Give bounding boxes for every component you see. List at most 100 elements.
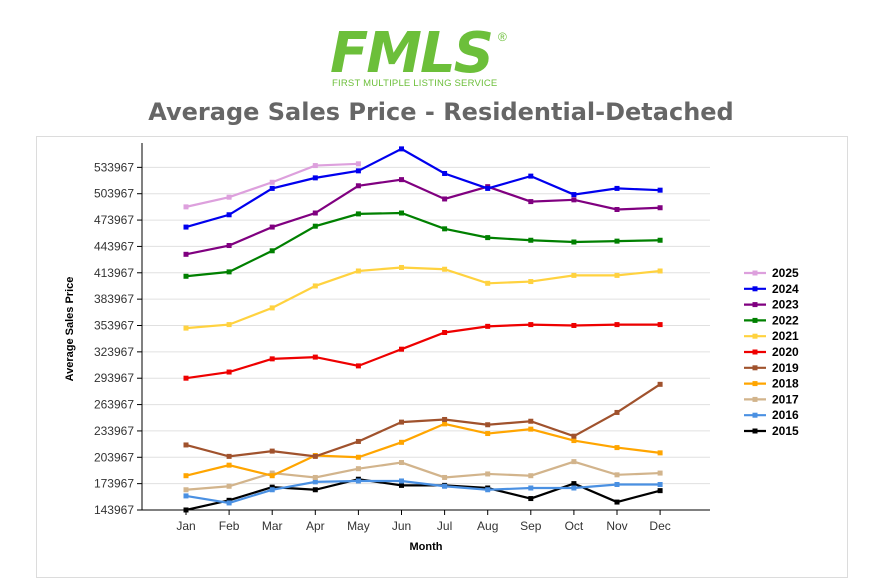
legend-label-2017: 2017 — [772, 392, 799, 406]
y-tick-label: 143967 — [94, 503, 134, 517]
legend-marker-2018 — [752, 381, 758, 387]
data-point-2017 — [183, 487, 189, 493]
data-point-2024 — [399, 146, 404, 152]
data-point-2018 — [226, 462, 232, 468]
data-point-2019 — [485, 422, 491, 428]
data-point-2016 — [355, 478, 361, 484]
x-tick-label: Nov — [606, 519, 627, 533]
data-point-2016 — [571, 485, 577, 491]
data-point-2024 — [485, 185, 491, 191]
data-point-2022 — [485, 235, 491, 241]
y-tick-label: 263967 — [94, 398, 134, 412]
data-point-2024 — [183, 224, 189, 230]
series-line-2022 — [185, 211, 661, 278]
data-point-2017 — [614, 472, 620, 478]
y-tick-label: 473967 — [94, 213, 134, 227]
x-tick-label: Sep — [520, 519, 542, 533]
legend-marker-2017 — [752, 396, 758, 402]
data-point-2019 — [226, 453, 232, 459]
data-point-2021 — [312, 283, 318, 289]
data-point-2023 — [312, 210, 318, 216]
legend-label-2016: 2016 — [772, 408, 799, 422]
data-point-2020 — [399, 346, 404, 352]
legend-marker-2024 — [752, 286, 758, 292]
legend-label-2015: 2015 — [772, 424, 799, 438]
data-point-2020 — [226, 369, 232, 375]
data-point-2017 — [355, 466, 361, 472]
data-point-2024 — [528, 173, 534, 179]
data-point-2018 — [528, 426, 534, 432]
data-point-2016 — [226, 500, 232, 506]
y-tick-label: 173967 — [94, 477, 134, 491]
logo-tagline: FIRST MULTIPLE LISTING SERVICE — [332, 78, 498, 89]
data-point-2016 — [312, 479, 318, 485]
data-point-2023 — [528, 199, 534, 205]
data-point-2025 — [226, 194, 232, 200]
data-point-2022 — [312, 223, 318, 229]
data-point-2023 — [183, 251, 189, 257]
legend-label-2024: 2024 — [772, 282, 799, 296]
x-tick-label: May — [347, 519, 370, 533]
data-point-2023 — [226, 243, 232, 249]
x-tick-label: Jan — [176, 519, 195, 533]
legend-marker-2022 — [752, 317, 758, 323]
y-tick-label: 443967 — [94, 239, 134, 253]
series-line-2017 — [185, 460, 661, 491]
y-tick-label: 383967 — [94, 292, 134, 306]
data-point-2015 — [226, 497, 232, 503]
data-point-2019 — [312, 453, 318, 459]
legend-marker-2015 — [752, 428, 758, 434]
data-point-2020 — [571, 322, 577, 328]
y-tick-label: 353967 — [94, 319, 134, 333]
legend-marker-2023 — [752, 302, 758, 308]
data-point-2016 — [528, 485, 534, 491]
data-point-2015 — [183, 507, 189, 513]
legend-label-2021: 2021 — [772, 329, 799, 343]
data-point-2020 — [614, 322, 620, 328]
data-point-2021 — [528, 279, 534, 285]
y-tick-label: 413967 — [94, 266, 134, 280]
data-point-2016 — [614, 481, 620, 487]
data-point-2022 — [355, 211, 361, 217]
data-point-2018 — [269, 473, 275, 479]
data-point-2018 — [355, 454, 361, 460]
data-point-2024 — [614, 185, 620, 191]
data-point-2015 — [269, 484, 275, 490]
data-point-2015 — [657, 488, 663, 494]
data-point-2017 — [226, 483, 232, 489]
data-point-2025 — [183, 204, 189, 210]
legend-marker-2020 — [752, 349, 758, 355]
y-tick-label: 293967 — [94, 371, 134, 385]
data-point-2019 — [657, 381, 663, 387]
legend-label-2020: 2020 — [772, 345, 799, 359]
logo-wordmark: FMLS — [330, 21, 494, 86]
data-point-2019 — [183, 442, 189, 448]
data-point-2015 — [571, 481, 577, 487]
data-point-2024 — [657, 187, 663, 193]
data-point-2020 — [183, 375, 189, 381]
data-point-2019 — [399, 419, 404, 425]
legend-label-2019: 2019 — [772, 361, 799, 375]
data-point-2021 — [657, 268, 663, 274]
y-tick-label: 323967 — [94, 345, 134, 359]
series-line-2016 — [185, 479, 661, 505]
y-tick-label: 233967 — [94, 424, 134, 438]
data-point-2023 — [355, 183, 361, 189]
data-point-2025 — [269, 179, 275, 185]
data-point-2016 — [269, 487, 275, 493]
data-point-2024 — [312, 175, 318, 181]
legend-label-2023: 2023 — [772, 298, 799, 312]
data-point-2019 — [442, 416, 448, 422]
data-point-2023 — [657, 205, 663, 211]
y-tick-label: 203967 — [94, 450, 134, 464]
data-point-2020 — [312, 354, 318, 360]
series-line-2019 — [185, 383, 661, 458]
x-tick-label: Apr — [306, 519, 325, 533]
data-point-2021 — [183, 325, 189, 331]
data-point-2019 — [355, 438, 361, 444]
series-line-2024 — [185, 147, 661, 229]
x-tick-label: Mar — [262, 519, 283, 533]
data-point-2018 — [442, 421, 448, 427]
y-tick-label: 503967 — [94, 187, 134, 201]
x-tick-label: Jun — [392, 519, 411, 533]
